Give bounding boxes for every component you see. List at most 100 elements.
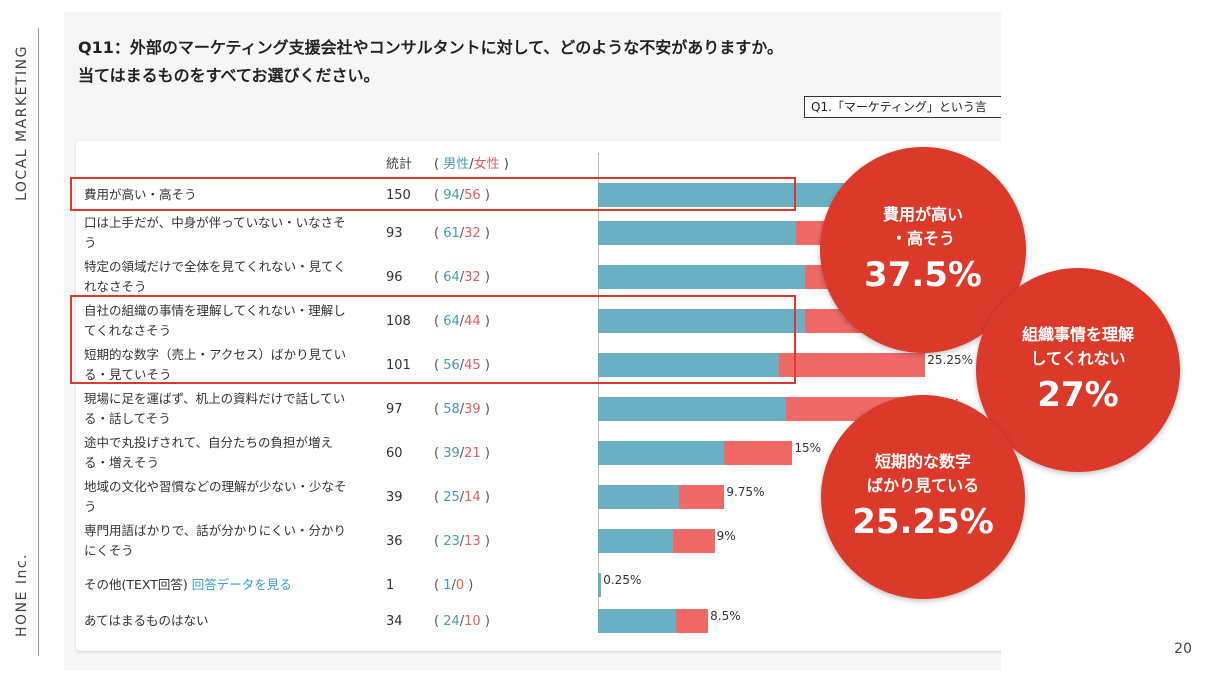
row-gender-breakdown: ( 24/10 ) [434, 614, 490, 629]
header-male: 男性 [443, 157, 470, 172]
row-female-count: 0 [455, 578, 465, 593]
bar-percent-label: 25.25% [927, 353, 973, 367]
row-label-line: 特定の領域だけで全体を見てくれない・見てく [84, 259, 346, 274]
row-total: 93 [386, 226, 403, 241]
bar-segment-male [598, 309, 806, 333]
view-response-data-link[interactable]: 回答データを見る [191, 577, 292, 592]
row-label: 途中で丸投げされて、自分たちの負担が増え る・増えそう [84, 433, 384, 473]
row-female-count: 13 [464, 534, 481, 549]
question-selector[interactable]: Q1.「マーケティング」という言 [804, 96, 1001, 118]
stacked-bar [598, 573, 602, 597]
table-row: 地域の文化や習慣などの理解が少ない・少なそう 39( 25/14 ) 9.75% [76, 479, 1001, 527]
table-row: 専門用語ばかりで、話が分かりにくい・分かり にくそう 36( 23/13 ) 9% [76, 523, 1001, 571]
bar-segment-male [598, 485, 679, 509]
question-title: Q11：外部のマーケティング支援会社やコンサルタントに対して、どのような不安があ… [78, 34, 783, 90]
row-female-count: 32 [464, 270, 481, 285]
callout-title-line: してくれない [1030, 349, 1126, 368]
row-total: 97 [386, 402, 403, 417]
row-total: 36 [386, 534, 403, 549]
table-row: あてはまるものはない 34 ( 24/10 ) 8.5% [76, 607, 1001, 651]
row-gender-breakdown: ( 25/14 ) [434, 490, 490, 505]
highlight-box-organization [70, 295, 796, 384]
row-label-line: 途中で丸投げされて、自分たちの負担が増え [84, 435, 334, 450]
stacked-bar [598, 485, 725, 509]
table-row: 短期的な数字（売上・アクセス）ばかり見てい る・見ていそう 101 ( 56/45 )… [76, 347, 1001, 395]
bar-segment-male [598, 397, 786, 421]
callout-value: 27% [1037, 375, 1119, 415]
row-gender-breakdown: ( 58/39 ) [434, 402, 490, 417]
bar-segment-male [598, 221, 796, 245]
row-label-line: る・増えそう [84, 455, 160, 470]
row-male-count: 64 [443, 270, 460, 285]
row-total: 60 [386, 446, 403, 461]
row-label-line: 専門用語ばかりで、話が分かりにくい・分かり [84, 523, 347, 538]
row-label-line: る・話してそう [84, 411, 171, 426]
callout-value: 37.5% [864, 255, 982, 295]
row-gender-breakdown: ( 61/32 ) [434, 226, 490, 241]
bar-axis-line [598, 153, 599, 631]
row-male-count: 24 [443, 614, 460, 629]
row-total: 150 [386, 188, 411, 203]
row-label: 口は上手だが、中身が伴っていない・いなさそう [84, 213, 384, 253]
row-male-count: 58 [443, 402, 460, 417]
row-female-count: 32 [464, 226, 481, 241]
row-label-line: る・見ていそう [84, 367, 172, 382]
page-number: 20 [1174, 641, 1192, 657]
row-female-count: 21 [464, 446, 481, 461]
header-female: 女性 [473, 157, 500, 172]
stacked-bar [598, 353, 926, 377]
bar-percent-label: 8.5% [710, 609, 741, 623]
bar-segment-male [598, 441, 725, 465]
stacked-bar [598, 397, 913, 421]
callout-circle-organization: 組織事情を理解 してくれない 27% [976, 268, 1180, 472]
callout-title-line: 組織事情を理解 [1021, 325, 1134, 344]
row-label-line: う [84, 499, 97, 514]
row-label: 現場に足を運ばず、机上の資料だけで話してい る・話してそう [84, 389, 384, 429]
row-male-count: 56 [443, 358, 460, 373]
row-label-line: その他(TEXT回答) 回答データを見る [84, 575, 384, 595]
bar-segment-male [598, 573, 602, 597]
stacked-bar [598, 529, 715, 553]
row-label-text: その他(TEXT回答) [84, 577, 188, 592]
bar-segment-male [598, 265, 806, 289]
question-line-2: 当てはまるものをすべてお選びください。 [78, 66, 380, 85]
bar-percent-label: 15% [794, 441, 822, 455]
row-total: 96 [386, 270, 403, 285]
table-row: その他(TEXT回答) 回答データを見る 1( 1/0 ) 0.25% [76, 571, 1001, 615]
callout-circle-cost: 費用が高い ・高そう 37.5% [820, 147, 1026, 353]
row-label: 専門用語ばかりで、話が分かりにくい・分かり にくそう [84, 521, 384, 561]
row-label-line: 自社の組織の事情を理解してくれない・理解し [84, 303, 346, 318]
row-label-line: 現場に足を運ばず、机上の資料だけで話してい [84, 391, 346, 406]
bar-segment-female [679, 485, 725, 509]
row-total: 101 [386, 358, 411, 373]
stacked-bar [598, 441, 793, 465]
row-male-count: 61 [443, 226, 460, 241]
row-label: 短期的な数字（売上・アクセス）ばかり見てい る・見ていそう [84, 345, 384, 385]
row-label-line: れなさそう [84, 279, 147, 294]
row-gender-breakdown: ( 56/45 ) [434, 358, 490, 373]
highlight-box-cost [70, 177, 796, 211]
bar-percent-label: 9% [716, 529, 736, 543]
row-label-line: う [84, 235, 97, 250]
row-label: 費用が高い・高そう [84, 185, 384, 205]
bar-segment-female [672, 529, 715, 553]
row-label-line: にくそう [84, 543, 134, 558]
header-gender: ( 男性/女性 ) [434, 157, 509, 172]
row-label: 地域の文化や習慣などの理解が少ない・少なそう [84, 477, 384, 517]
row-label-line: 地域の文化や習慣などの理解が少ない・少なそ [84, 479, 347, 494]
sidebar-brand-label: LOCAL MARKETING [14, 45, 30, 201]
stacked-bar [598, 609, 709, 633]
table-row: 途中で丸投げされて、自分たちの負担が増え る・増えそう 60( 39/21 ) 15% [76, 435, 1001, 483]
header-total: 統計 [386, 157, 413, 172]
bar-percent-label: 0.25% [603, 573, 642, 587]
callout-circle-short-term: 短期的な数字 ばかり見ている 25.25% [821, 395, 1025, 599]
row-total: 1 [386, 578, 395, 593]
row-male-count: 25 [443, 490, 460, 505]
row-gender-breakdown: ( 64/32 ) [434, 270, 490, 285]
row-label-line: 費用が高い・高そう [84, 187, 197, 202]
row-gender-breakdown: ( 23/13 ) [434, 534, 490, 549]
row-female-count: 14 [464, 490, 481, 505]
row-label-line: 口は上手だが、中身が伴っていない・いなさそ [84, 215, 346, 230]
bar-segment-female [724, 441, 793, 465]
row-female-count: 56 [464, 188, 481, 203]
